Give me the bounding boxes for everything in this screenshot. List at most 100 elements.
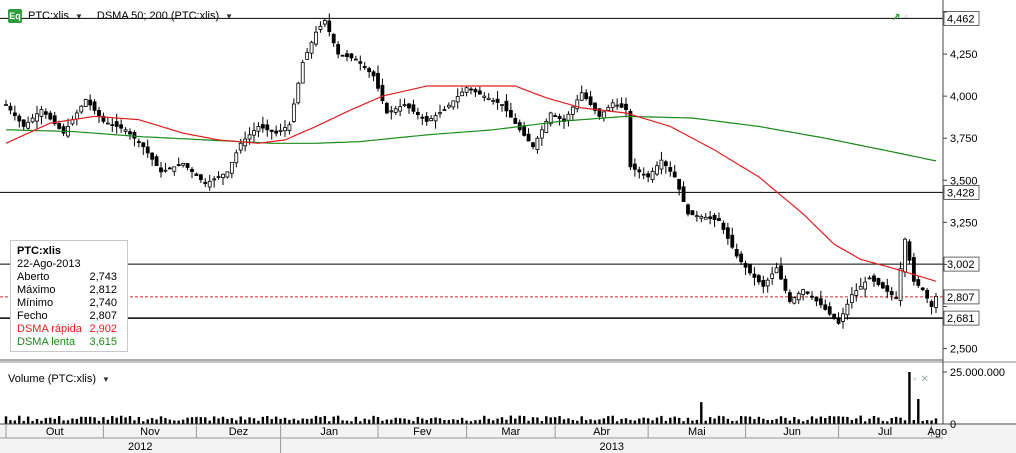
volume-bar: [195, 416, 198, 424]
candle-body: [393, 108, 398, 113]
volume-bar: [806, 419, 809, 424]
candle-body: [911, 257, 916, 282]
volume-bar: [447, 419, 451, 424]
candle-body: [734, 248, 739, 257]
restore-icon[interactable]: ▫: [913, 374, 917, 385]
price-pane[interactable]: [0, 13, 943, 329]
candle-body: [810, 295, 814, 298]
volume-bar: [483, 415, 486, 424]
volume-bar: [797, 419, 800, 424]
volume-bar: [22, 420, 25, 424]
volume-bar: [372, 415, 375, 424]
volume-bar: [584, 420, 588, 424]
volume-bar: [522, 416, 526, 424]
volume-bar: [819, 416, 823, 424]
candle-body: [97, 110, 101, 117]
candle-body: [4, 104, 8, 106]
volume-bar: [545, 416, 548, 424]
candle-body: [756, 275, 761, 283]
volume-bar: [859, 415, 862, 424]
candle-body: [539, 129, 544, 139]
candle-body: [12, 112, 17, 116]
candle-body: [296, 82, 301, 104]
trend-arrow-icon[interactable]: ↗: [892, 12, 901, 23]
candle-body: [269, 129, 274, 132]
equity-app-icon[interactable]: Eq: [8, 9, 22, 23]
candle-body: [668, 167, 673, 172]
volume-pane-title[interactable]: Volume (PTC:xlis): [8, 373, 97, 385]
candle-body: [681, 186, 686, 203]
y-tick-label: 3,500: [950, 175, 978, 187]
volume-bar: [491, 420, 495, 424]
candle-body: [438, 112, 442, 115]
volume-bar: [97, 420, 101, 424]
volume-bar: [13, 420, 17, 424]
volume-bar: [669, 417, 672, 424]
volume-bar: [478, 419, 482, 424]
candle-body: [920, 287, 925, 291]
candle-body: [916, 279, 921, 286]
candle-body: [827, 306, 832, 315]
volume-bar: [832, 416, 836, 424]
fast-ma-line: [5, 85, 937, 282]
volume-bar: [226, 418, 229, 424]
volume-bar: [456, 419, 459, 424]
candle-body: [486, 97, 491, 100]
candle-body: [163, 169, 168, 172]
candle-body: [796, 293, 801, 301]
volume-bar: [762, 418, 765, 424]
volume-bar: [142, 421, 145, 424]
candle-body: [575, 99, 580, 110]
symbol-label[interactable]: PTC:xlis: [28, 10, 69, 22]
candle-body: [198, 174, 203, 181]
level-label: 3,002: [947, 259, 975, 271]
candle-body: [278, 129, 283, 132]
volume-bar: [305, 418, 309, 424]
candle-body: [841, 313, 845, 322]
candle-body: [455, 96, 460, 103]
candle-body: [88, 99, 93, 106]
volume-bar: [549, 417, 552, 424]
candle-body: [110, 124, 115, 127]
volume-bar: [62, 420, 65, 424]
candle-body: [61, 126, 66, 134]
candle-body: [238, 142, 243, 151]
indicator-label[interactable]: DSMA 50; 200 (PTC:xlis): [96, 10, 220, 22]
volume-bar: [708, 417, 712, 424]
candle-body: [712, 215, 717, 220]
volume-bar: [739, 416, 743, 424]
volume-bar: [212, 416, 216, 424]
volume-bar: [784, 417, 787, 424]
volume-bar: [536, 417, 539, 424]
volume-dropdown-icon[interactable]: ▼: [102, 374, 110, 384]
volume-bar: [381, 420, 384, 424]
candle-body: [340, 54, 345, 57]
volume-bar: [633, 420, 637, 424]
symbol-dropdown-icon[interactable]: ▼: [74, 11, 83, 21]
volume-pane[interactable]: [4, 372, 938, 424]
volume-bar: [71, 418, 74, 424]
y-tick-label: 2,500: [950, 344, 978, 356]
volume-bar: [677, 417, 681, 424]
volume-bar: [611, 415, 614, 424]
volume-bar: [133, 420, 136, 424]
volume-bar: [398, 418, 402, 424]
indicator-dropdown-icon[interactable]: ▼: [225, 11, 234, 21]
volume-bar: [691, 420, 694, 424]
restore-icon[interactable]: ▫: [904, 12, 908, 23]
candle-body: [748, 263, 752, 274]
volume-bar: [128, 415, 132, 424]
candle-body: [362, 66, 367, 68]
volume-bar: [558, 416, 561, 424]
volume-bar: [841, 416, 845, 424]
close-icon[interactable]: ✕: [920, 374, 929, 385]
candle-body: [415, 111, 420, 116]
volume-bar: [181, 419, 185, 424]
volume-bar: [208, 420, 211, 424]
candle-body: [792, 297, 797, 304]
candle-body: [845, 303, 850, 316]
candle-body: [309, 41, 314, 54]
volume-bar: [204, 417, 207, 424]
